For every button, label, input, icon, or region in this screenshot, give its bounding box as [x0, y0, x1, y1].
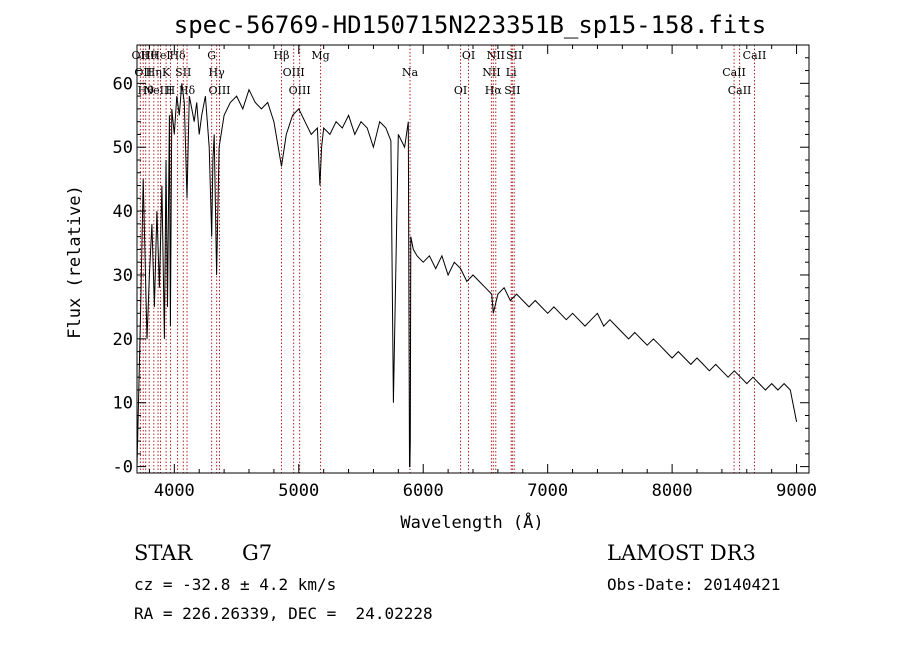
x-tick-label: 4000 [154, 481, 195, 501]
marker-label: OIII [283, 66, 305, 79]
marker-label: NII [487, 49, 505, 62]
marker-label: CaII [743, 49, 767, 62]
spectral-line-markers [139, 45, 755, 473]
y-tick-label: 60 [113, 74, 133, 94]
marker-label: NII [482, 66, 500, 79]
object-subclass: G7 [242, 541, 273, 565]
x-tick-label: 9000 [776, 481, 817, 501]
marker-label: H [166, 84, 176, 97]
y-tick-label: 10 [113, 394, 133, 414]
chart-title: spec-56769-HD150715N223351B_sp15-158.fit… [174, 11, 766, 39]
object-class: STAR [134, 541, 193, 565]
survey-name: LAMOST DR3 [607, 541, 756, 565]
marker-label: HeI [150, 49, 170, 62]
marker-label: OII [134, 66, 152, 79]
marker-label: OI [454, 84, 467, 97]
marker-label: OIII [289, 84, 311, 97]
y-tick-label: 40 [113, 202, 133, 222]
redshift-value: cz = -32.8 ± 4.2 km/s [134, 575, 337, 594]
marker-label: SII [506, 49, 522, 62]
marker-label: Hγ [209, 66, 226, 79]
spectral-line-labels: OIIOIIHθHθHηNeIIIHeIKHHδSIIHδGHγOIIIHβOI… [132, 49, 767, 97]
x-axis-ticks: 4000 5000 6000 7000 8000 9000 [148, 45, 817, 501]
spectrum-line [136, 83, 798, 468]
marker-label: SII [504, 84, 520, 97]
marker-label: SII [175, 66, 191, 79]
x-tick-label: 7000 [527, 481, 568, 501]
marker-label: Hη [146, 66, 162, 79]
plot-frame [136, 44, 810, 474]
y-axis-ticks: -0 10 20 30 40 50 60 [113, 57, 809, 478]
marker-label: OIII [208, 84, 230, 97]
marker-label: Na [402, 66, 419, 79]
marker-label: Hα [485, 84, 503, 97]
y-tick-label: 20 [113, 330, 133, 350]
y-tick-label: 30 [113, 266, 133, 286]
coordinates: RA = 226.26339, DEC = 24.02228 [134, 604, 433, 623]
x-tick-label: 8000 [652, 481, 693, 501]
marker-label: Hβ [274, 49, 290, 62]
y-tick-label: 50 [113, 138, 133, 158]
observation-date: Obs-Date: 20140421 [607, 575, 781, 594]
marker-label: Hθ [138, 84, 155, 97]
marker-label: NeIII [143, 84, 172, 97]
marker-label: Mg [311, 49, 329, 62]
marker-label: CaII [728, 84, 752, 97]
x-tick-label: 5000 [278, 481, 319, 501]
marker-label: CaII [722, 66, 746, 79]
marker-label: Li [506, 66, 517, 79]
marker-label: Hθ [141, 49, 158, 62]
marker-label: OI [462, 49, 475, 62]
x-axis-label: Wavelength (Å) [400, 511, 543, 533]
y-axis-label: Flux (relative) [65, 185, 85, 339]
marker-label: Hδ [169, 49, 186, 62]
marker-label: K [162, 66, 171, 79]
marker-label: OII [132, 49, 150, 62]
marker-label: G [207, 49, 216, 62]
x-tick-label: 6000 [403, 481, 444, 501]
y-tick-label: -0 [113, 458, 133, 478]
